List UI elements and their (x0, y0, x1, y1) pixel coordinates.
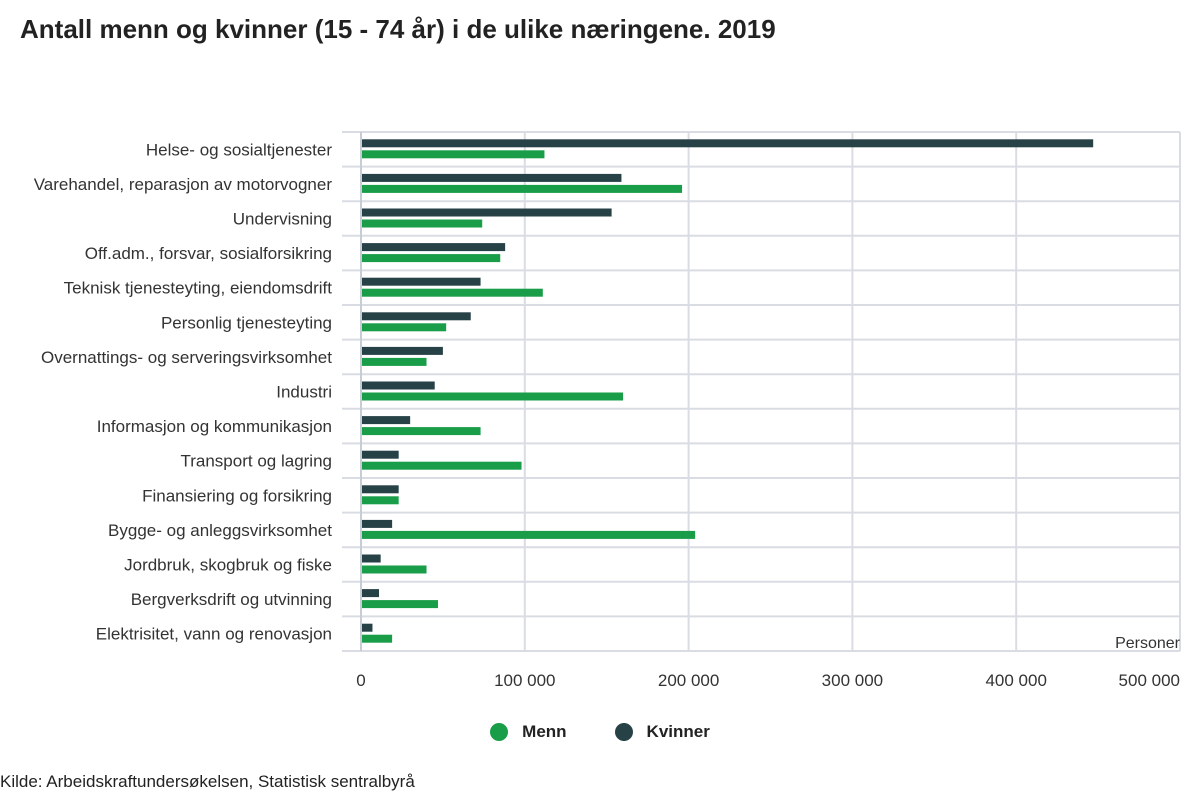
category-label: Finansiering og forsikring (142, 486, 332, 505)
legend-label-menn: Menn (522, 722, 567, 741)
bar-menn (362, 392, 624, 401)
legend: Menn Kvinner (0, 722, 1200, 742)
category-label: Varehandel, reparasjon av motorvogner (34, 175, 333, 194)
category-label: Undervisning (233, 210, 332, 229)
category-label: Helse- og sosialtjenester (146, 140, 332, 159)
bar-kvinner (362, 277, 481, 286)
category-label: Informasjon og kommunikasjon (97, 417, 332, 436)
x-tick-label: 200 000 (658, 671, 719, 690)
category-label: Bygge- og anleggsvirksomhet (108, 521, 332, 540)
category-label: Industri (276, 383, 332, 402)
bar-kvinner (362, 139, 1094, 148)
bar-kvinner (362, 416, 411, 425)
legend-item-menn[interactable]: Menn (490, 722, 567, 742)
x-tick-label: 0 (356, 671, 365, 690)
category-label: Off.adm., forsvar, sosialforsikring (85, 244, 332, 263)
bar-menn (362, 600, 438, 609)
chart-title: Antall menn og kvinner (15 - 74 år) i de… (20, 14, 776, 44)
bar-menn (362, 427, 481, 436)
category-label: Personlig tjenesteyting (161, 313, 332, 332)
legend-marker-menn (490, 723, 509, 741)
bar-kvinner (362, 623, 373, 632)
bar-menn (362, 184, 683, 193)
bar-menn (362, 496, 399, 505)
legend-label-kvinner: Kvinner (646, 722, 710, 741)
bar-menn (362, 530, 696, 539)
x-tick-label: 100 000 (494, 671, 555, 690)
bar-menn (362, 565, 427, 574)
bar-kvinner (362, 381, 435, 390)
legend-marker-kvinner (614, 723, 633, 741)
bar-kvinner (362, 450, 399, 459)
bar-menn (362, 461, 522, 470)
bar-menn (362, 634, 393, 643)
bar-kvinner (362, 173, 622, 182)
bar-kvinner (362, 554, 381, 563)
category-label: Elektrisitet, vann og renovasjon (96, 625, 332, 644)
x-tick-label: 300 000 (822, 671, 883, 690)
x-axis-unit-label: Personer (1115, 635, 1181, 652)
source-note: Kilde: Arbeidskraftundersøkelsen, Statis… (0, 772, 415, 791)
bar-kvinner (362, 208, 612, 217)
bar-menn (362, 150, 545, 159)
bar-kvinner (362, 589, 380, 598)
bar-menn (362, 357, 427, 366)
category-label: Teknisk tjenesteyting, eiendomsdrift (64, 279, 333, 298)
x-tick-label: 400 000 (985, 671, 1046, 690)
bar-menn (362, 323, 447, 332)
bar-menn (362, 219, 483, 228)
bar-kvinner (362, 243, 506, 252)
category-label: Jordbruk, skogbruk og fiske (124, 556, 332, 575)
bar-kvinner (362, 485, 399, 494)
bar-kvinner (362, 346, 443, 355)
x-tick-label: 500 000 (1119, 671, 1180, 690)
legend-item-kvinner[interactable]: Kvinner (614, 722, 710, 742)
bar-menn (362, 288, 543, 297)
category-label: Bergverksdrift og utvinning (131, 590, 332, 609)
bar-kvinner (362, 519, 393, 528)
bar-chart: 0 100 000 200 000 300 000 400 000 500 000 Hels… (34, 131, 1181, 690)
bar-kvinner (362, 312, 471, 321)
category-label: Overnattings- og serveringsvirksomhet (41, 348, 332, 367)
category-label: Transport og lagring (180, 452, 332, 471)
bar-menn (362, 254, 501, 263)
